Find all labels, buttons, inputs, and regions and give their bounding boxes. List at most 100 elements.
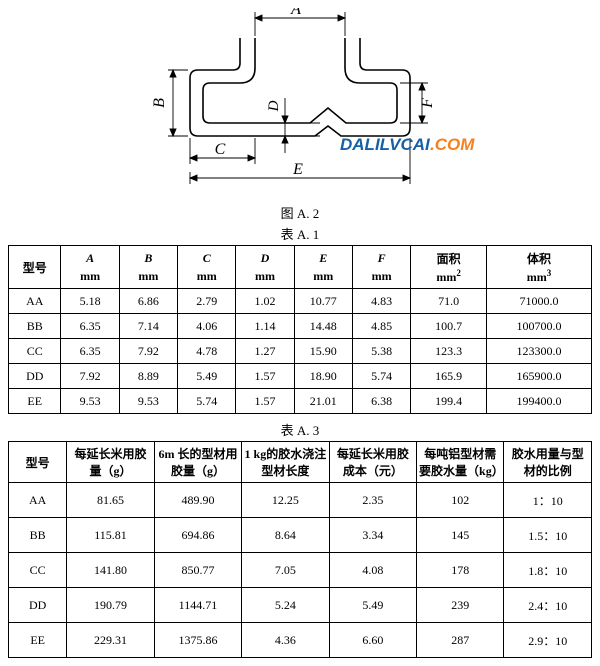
table-cell: 102	[417, 483, 504, 518]
dim-label-B: B	[151, 98, 168, 108]
table-cell: 5.74	[352, 364, 410, 389]
table-cell: 1.14	[236, 314, 294, 339]
table-cell: 165.9	[411, 364, 487, 389]
table-cell: 4.85	[352, 314, 410, 339]
table-cell: 2.9：10	[504, 623, 592, 658]
t2-h4: 每吨铝型材需要胶水量（kg）	[417, 442, 504, 483]
t2-h2: 1 kg的胶水浇注型材长度	[242, 442, 329, 483]
table-cell: 9.53	[119, 389, 177, 414]
table-cell: 4.78	[178, 339, 236, 364]
figure-caption: 图 A. 2	[8, 203, 592, 222]
table-row: CC141.80850.777.054.081781.8：10	[9, 553, 592, 588]
table-row: BB115.81694.868.643.341451.5：10	[9, 518, 592, 553]
dim-label-D: D	[266, 100, 282, 112]
table-cell: 6.35	[61, 339, 119, 364]
table-cell: 239	[417, 588, 504, 623]
table-row: DD7.928.895.491.5718.905.74165.9165900.0	[9, 364, 592, 389]
table-cell: 145	[417, 518, 504, 553]
table-cell: 5.49	[329, 588, 416, 623]
t1-h-A: A	[61, 246, 119, 268]
table-cell: 123.3	[411, 339, 487, 364]
table-cell: 850.77	[154, 553, 241, 588]
t2-col0: 型号	[9, 442, 67, 483]
table-cell: 1375.86	[154, 623, 241, 658]
table-cell: CC	[9, 553, 67, 588]
table-cell: 5.38	[352, 339, 410, 364]
table-cell: 4.36	[242, 623, 329, 658]
table-cell: 21.01	[294, 389, 352, 414]
table-cell: DD	[9, 364, 61, 389]
watermark-left: DALILVCAI	[340, 135, 431, 154]
table-cell: 100.7	[411, 314, 487, 339]
dim-label-F: F	[419, 98, 436, 109]
table-cell: EE	[9, 389, 61, 414]
table-cell: 9.53	[61, 389, 119, 414]
t1-u-D: mm	[236, 267, 294, 289]
table-row: CC6.357.924.781.2715.905.38123.3123300.0	[9, 339, 592, 364]
profile-diagram: A B C E D	[8, 8, 592, 197]
table-cell: BB	[9, 518, 67, 553]
watermark-right: .COM	[430, 135, 475, 154]
table-cell: 71000.0	[487, 289, 592, 314]
table-row: AA81.65489.9012.252.351021：10	[9, 483, 592, 518]
table-cell: 199.4	[411, 389, 487, 414]
table-row: EE229.311375.864.366.602872.9：10	[9, 623, 592, 658]
table-cell: 71.0	[411, 289, 487, 314]
t1-u-vol: mm3	[487, 267, 592, 289]
t1-col0: 型号	[9, 246, 61, 289]
table-cell: 15.90	[294, 339, 352, 364]
dim-label-A: A	[290, 8, 301, 18]
table-cell: 5.18	[61, 289, 119, 314]
table-cell: 287	[417, 623, 504, 658]
table-cell: 5.49	[178, 364, 236, 389]
table2-caption: 表 A. 3	[8, 420, 592, 439]
table-cell: 6.38	[352, 389, 410, 414]
table-row: EE9.539.535.741.5721.016.38199.4199400.0	[9, 389, 592, 414]
table-cell: 18.90	[294, 364, 352, 389]
table-cell: 4.83	[352, 289, 410, 314]
t1-u-A: mm	[61, 267, 119, 289]
table-cell: 6.86	[119, 289, 177, 314]
t1-h-vol: 体积	[487, 246, 592, 268]
table-cell: CC	[9, 339, 61, 364]
table-cell: 1.5：10	[504, 518, 592, 553]
table1-caption: 表 A. 1	[8, 224, 592, 243]
dimensions-table: 型号 A B C D E F 面积 体积 mm mm mm mm mm mm m…	[8, 245, 592, 414]
table-cell: 2.35	[329, 483, 416, 518]
table-cell: AA	[9, 289, 61, 314]
t1-u-F: mm	[352, 267, 410, 289]
table-cell: 1.57	[236, 364, 294, 389]
table-cell: 14.48	[294, 314, 352, 339]
t1-h-area: 面积	[411, 246, 487, 268]
table-cell: 229.31	[67, 623, 154, 658]
dim-label-C: C	[215, 141, 226, 158]
table-cell: BB	[9, 314, 61, 339]
table-cell: 3.34	[329, 518, 416, 553]
table-cell: 81.65	[67, 483, 154, 518]
table-cell: 6.35	[61, 314, 119, 339]
table-cell: 178	[417, 553, 504, 588]
usage-table: 型号 每延长米用胶量（g） 6m 长的型材用胶量（g） 1 kg的胶水浇注型材长…	[8, 441, 592, 658]
table-cell: 2.4：10	[504, 588, 592, 623]
table-cell: 7.92	[119, 339, 177, 364]
table-cell: 5.24	[242, 588, 329, 623]
t2-h3: 每延长米用胶成本（元）	[329, 442, 416, 483]
t2-h5: 胶水用量与型材的比例	[504, 442, 592, 483]
table-cell: 489.90	[154, 483, 241, 518]
table-cell: 1.57	[236, 389, 294, 414]
t1-h-D: D	[236, 246, 294, 268]
table-cell: 7.92	[61, 364, 119, 389]
t1-u-C: mm	[178, 267, 236, 289]
t1-u-E: mm	[294, 267, 352, 289]
table-cell: 6.60	[329, 623, 416, 658]
table-cell: 141.80	[67, 553, 154, 588]
table-cell: 1.8：10	[504, 553, 592, 588]
t1-h-E: E	[294, 246, 352, 268]
t1-h-C: C	[178, 246, 236, 268]
t1-u-B: mm	[119, 267, 177, 289]
table-cell: 115.81	[67, 518, 154, 553]
t2-h1: 6m 长的型材用胶量（g）	[154, 442, 241, 483]
table-cell: 10.77	[294, 289, 352, 314]
table-cell: 694.86	[154, 518, 241, 553]
table-cell: 7.14	[119, 314, 177, 339]
